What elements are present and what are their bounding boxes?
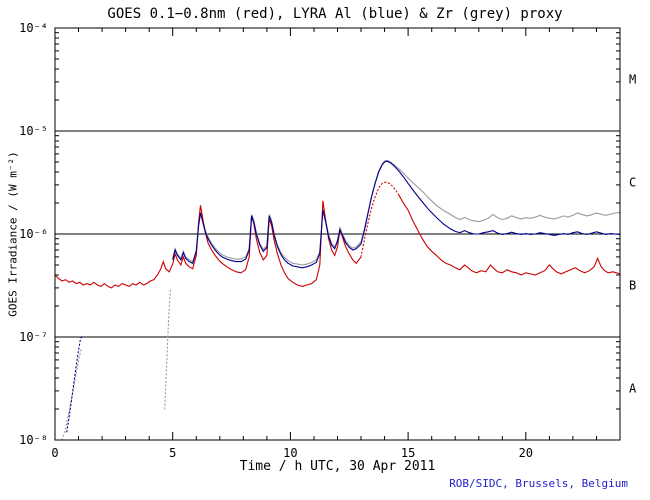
svg-text:10⁻⁵: 10⁻⁵: [19, 124, 48, 138]
svg-text:C: C: [629, 176, 636, 190]
svg-text:10⁻⁴: 10⁻⁴: [19, 21, 48, 35]
x-axis-label: Time / h UTC, 30 Apr 2011: [239, 459, 436, 474]
svg-text:10: 10: [283, 446, 297, 460]
series-goes-red: [54, 181, 621, 289]
svg-text:10⁻⁷: 10⁻⁷: [19, 330, 48, 344]
svg-text:10⁻⁸: 10⁻⁸: [19, 433, 48, 447]
svg-text:5: 5: [169, 446, 176, 460]
series-lyra-zr-grey: [61, 159, 621, 441]
svg-text:A: A: [629, 382, 637, 396]
plot-frame: [54, 27, 621, 441]
svg-text:20: 20: [519, 446, 533, 460]
y-axis-tick-labels: 10⁻⁸ 10⁻⁷ 10⁻⁶ 10⁻⁵ 10⁻⁴: [19, 21, 48, 447]
credit-text: ROB/SIDC, Brussels, Belgium: [449, 477, 628, 490]
svg-text:10⁻⁶: 10⁻⁶: [19, 227, 48, 241]
series-lyra-al-blue: [66, 160, 621, 433]
svg-text:0: 0: [51, 446, 58, 460]
flare-class-labels: M C B A: [629, 73, 637, 396]
svg-text:B: B: [629, 279, 636, 293]
x-axis-tick-labels: 0 5 10 15 20: [51, 446, 533, 460]
svg-text:M: M: [629, 73, 636, 87]
chart-title: GOES 0.1−0.8nm (red), LYRA Al (blue) & Z…: [107, 6, 563, 22]
svg-text:15: 15: [401, 446, 415, 460]
x-axis-ticks: [54, 28, 621, 440]
y-axis-label: GOES Irradiance / (W m⁻²): [6, 151, 20, 317]
